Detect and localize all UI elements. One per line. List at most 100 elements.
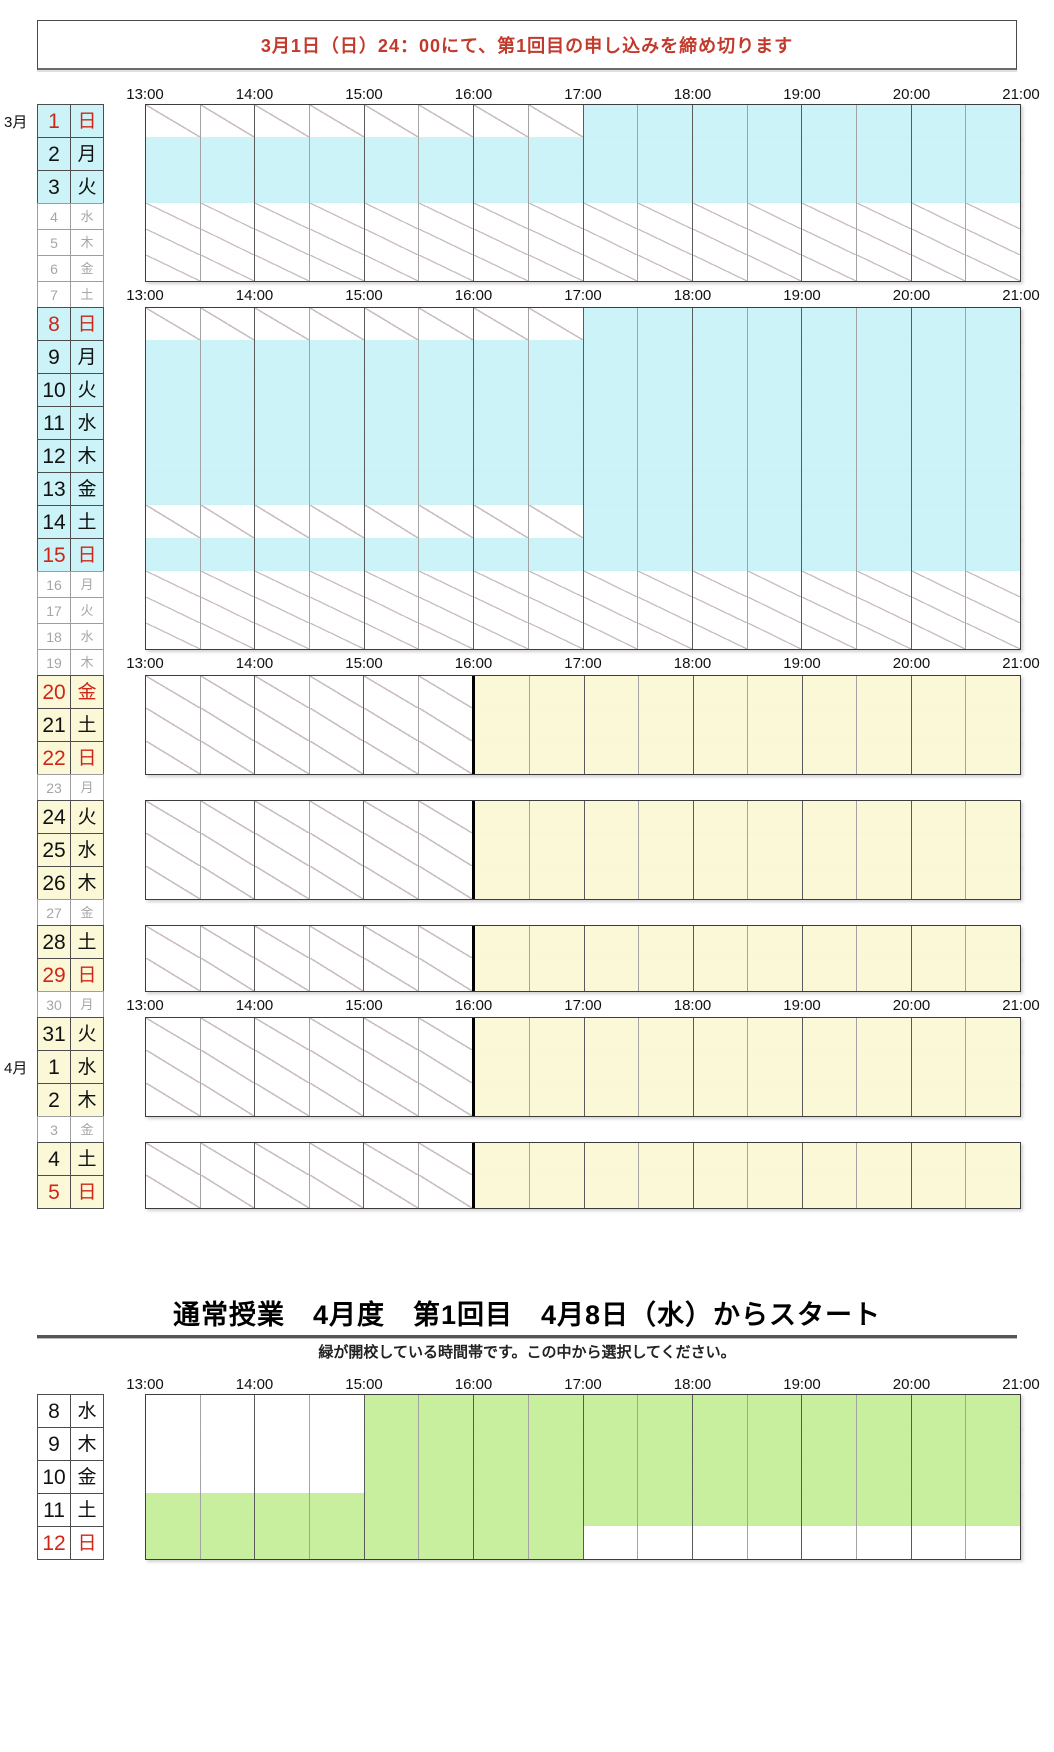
time-slot xyxy=(419,229,475,255)
time-slot xyxy=(472,926,530,958)
time-slot xyxy=(364,229,420,255)
time-slot xyxy=(583,203,639,229)
month-label xyxy=(0,203,37,230)
time-slot xyxy=(418,833,473,866)
month-label xyxy=(0,1372,37,1395)
time-slot xyxy=(911,1493,967,1526)
month-label xyxy=(0,137,37,171)
time-slot xyxy=(419,571,475,597)
time-slot xyxy=(583,505,639,538)
time-slot xyxy=(747,137,803,170)
time-slot xyxy=(802,1395,857,1427)
time-slot xyxy=(747,406,803,439)
time-slot xyxy=(966,1143,1020,1175)
time-slot xyxy=(856,538,912,571)
time-slot xyxy=(309,833,365,866)
time-slot xyxy=(693,1050,749,1083)
time-slot xyxy=(528,597,584,623)
time-slot xyxy=(255,105,311,137)
time-slot xyxy=(856,439,912,472)
weekday-label: 金 xyxy=(71,899,104,926)
time-slot xyxy=(802,597,857,623)
time-slot xyxy=(418,958,473,991)
slot-grid xyxy=(145,439,1021,473)
weekday-label: 木 xyxy=(71,229,104,256)
time-slot xyxy=(364,1526,420,1559)
time-slot xyxy=(583,255,639,281)
weekday-label: 木 xyxy=(71,1427,104,1461)
calendar-row-31: 31 火 xyxy=(0,1017,1054,1051)
time-slot xyxy=(310,340,365,373)
month-label xyxy=(0,1460,37,1494)
time-slot xyxy=(255,833,310,866)
day-number: 2 xyxy=(37,1083,71,1117)
weekday-label: 金 xyxy=(71,1116,104,1143)
time-slot xyxy=(255,472,311,505)
slot-grid xyxy=(145,255,1021,282)
time-slot xyxy=(856,137,912,170)
weekday-label: 月 xyxy=(71,340,104,374)
time-slot xyxy=(747,1460,803,1493)
time-slot xyxy=(255,340,311,373)
time-slot xyxy=(693,1526,748,1559)
time-slot xyxy=(584,741,640,774)
slot-grid xyxy=(145,800,1021,834)
slot-grid xyxy=(145,958,1021,992)
time-slot xyxy=(474,105,529,137)
time-label: 21:00 xyxy=(1002,997,1040,1014)
time-slot xyxy=(911,308,967,340)
time-slot xyxy=(912,1526,967,1559)
time-slot xyxy=(146,1143,201,1175)
month-label xyxy=(0,1427,37,1461)
time-label: 19:00 xyxy=(783,86,821,103)
time-slot xyxy=(692,1493,748,1526)
time-slot xyxy=(529,1143,585,1175)
time-label: 13:00 xyxy=(126,86,164,103)
time-slot xyxy=(584,833,640,866)
time-slot xyxy=(802,1018,858,1050)
time-label: 14:00 xyxy=(235,655,274,672)
time-slot xyxy=(639,958,694,991)
time-slot xyxy=(638,229,693,255)
time-slot xyxy=(747,1395,803,1427)
time-slot xyxy=(693,866,749,899)
time-slot xyxy=(638,571,693,597)
time-slot xyxy=(200,340,256,373)
time-slot xyxy=(966,472,1020,505)
time-slot xyxy=(802,1493,857,1526)
time-slot xyxy=(418,676,473,708)
time-slot xyxy=(309,926,365,958)
time-slot xyxy=(419,203,475,229)
time-slot xyxy=(856,170,912,203)
time-slot xyxy=(200,505,256,538)
slot-grid xyxy=(145,538,1021,572)
time-slot xyxy=(584,676,640,708)
time-slot xyxy=(146,105,201,137)
time-slot xyxy=(528,472,584,505)
month-label: 3月 xyxy=(4,113,28,131)
month-label xyxy=(0,170,37,204)
time-slot xyxy=(911,597,967,623)
slot-grid xyxy=(145,774,1021,801)
section-title: 通常授業 4月度 第1回目 4月8日（水）からスタート xyxy=(172,1300,882,1330)
time-slot xyxy=(419,105,475,137)
time-slot xyxy=(966,170,1020,203)
time-slot xyxy=(692,373,748,406)
time-slot xyxy=(309,1050,365,1083)
time-slot xyxy=(474,229,529,255)
time-slot xyxy=(966,958,1020,991)
time-slot xyxy=(200,623,256,649)
month-label xyxy=(0,340,37,374)
time-slot xyxy=(255,373,311,406)
day-number: 24 xyxy=(37,800,71,834)
time-slot xyxy=(200,255,256,281)
time-slot xyxy=(309,676,365,708)
time-slot xyxy=(856,1493,912,1526)
time-slot xyxy=(802,1175,858,1208)
time-slot xyxy=(255,1493,311,1526)
time-slot xyxy=(201,1395,256,1427)
day-number: 8 xyxy=(37,1394,71,1428)
time-label: 13:00 xyxy=(126,1376,164,1393)
time-slot xyxy=(146,866,201,899)
